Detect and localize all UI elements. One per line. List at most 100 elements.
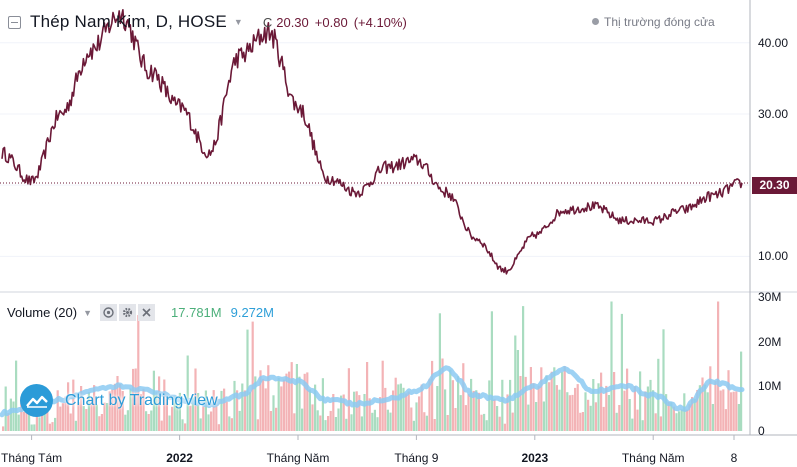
volume-bar (701, 377, 704, 431)
volume-bar (233, 380, 236, 431)
volume-bar (254, 376, 257, 431)
volume-bar (337, 408, 340, 431)
volume-bar (587, 399, 590, 431)
volume-bar (366, 362, 369, 431)
symbol-title[interactable]: Thép Nam Kim, D, HOSE (30, 12, 227, 31)
volume-bar (542, 401, 545, 431)
market-status-text: Thị trường đóng cửa (604, 15, 715, 29)
volume-bar (145, 411, 148, 431)
volume-bar (259, 370, 262, 431)
market-status: Thị trường đóng cửa (592, 15, 715, 29)
chevron-down-icon[interactable]: ▼ (83, 307, 93, 318)
gear-icon[interactable] (119, 304, 137, 321)
volume-bar (576, 384, 579, 431)
volume-title[interactable]: Volume (20) (7, 305, 78, 320)
volume-bar (659, 416, 662, 431)
volume-bar (550, 371, 553, 431)
volume-bar (722, 389, 725, 431)
eye-icon[interactable] (100, 304, 118, 321)
volume-bar (321, 378, 324, 431)
volume-bar (20, 397, 23, 431)
volume-bar (633, 386, 636, 431)
volume-bar (108, 391, 111, 431)
volume-bar (457, 376, 460, 431)
volume-bar (485, 420, 488, 431)
volume-bar (150, 410, 153, 431)
volume-bar (152, 370, 155, 431)
volume-bar (698, 385, 701, 431)
time-tick-label: Tháng Năm (621, 451, 685, 465)
volume-bar (431, 360, 434, 431)
volume-bar (524, 376, 527, 431)
volume-bar (613, 372, 616, 431)
tradingview-branding[interactable]: Chart by TradingView (20, 384, 218, 417)
volume-bar (202, 406, 205, 431)
volume-bar (155, 392, 158, 431)
volume-bar (649, 379, 652, 431)
volume-bar (420, 384, 423, 431)
volume-bar (423, 412, 426, 431)
volume-bar (607, 395, 610, 431)
volume-bar (67, 382, 70, 431)
volume-bar (106, 403, 109, 431)
volume-bar (54, 417, 57, 431)
collapse-legend-button[interactable] (8, 15, 21, 29)
volume-bar (158, 376, 161, 431)
volume-bar (82, 406, 85, 431)
volume-bar (334, 417, 337, 431)
volume-bar (69, 413, 72, 431)
volume-bar (717, 301, 720, 431)
volume-bar (384, 387, 387, 431)
volume-bar (360, 416, 363, 431)
volume-bar (735, 391, 738, 431)
volume-bar (610, 301, 613, 431)
volume-bar (464, 405, 467, 431)
volume-value: 17.781M (171, 305, 222, 320)
volume-bar (246, 329, 249, 431)
volume-bar (160, 420, 163, 431)
volume-bar (285, 373, 288, 431)
volume-bar (93, 385, 96, 431)
volume-bar (548, 382, 551, 431)
volume-bar (615, 412, 618, 431)
volume-bar (230, 418, 233, 431)
volume-bar (662, 329, 665, 431)
volume-bar (220, 390, 223, 431)
volume-bar (111, 389, 114, 431)
volume-bar (121, 391, 124, 431)
volume-bar (563, 366, 566, 431)
volume-bar (670, 402, 673, 431)
volume-bar (350, 414, 353, 431)
volume-bar (654, 413, 657, 431)
volume-bar (9, 398, 12, 431)
volume-bar (228, 416, 231, 431)
volume-bar (724, 409, 727, 431)
close-value: 20.30 (276, 14, 309, 30)
volume-bar (238, 410, 241, 431)
tradingview-logo-icon (20, 384, 53, 417)
volume-bar (48, 423, 51, 431)
volume-bar (295, 364, 298, 431)
volume-bar (43, 404, 46, 431)
chevron-down-icon[interactable]: ▼ (233, 17, 243, 27)
volume-bar (566, 392, 569, 431)
volume-bar (470, 378, 473, 431)
volume-legend: Volume (20) ▼ 17.781M 9.272M (7, 304, 274, 321)
volume-bar (732, 391, 735, 431)
volume-bar (412, 420, 415, 431)
volume-bar (113, 383, 116, 431)
volume-bar (303, 373, 306, 431)
volume-tick-label: 0 (758, 424, 765, 438)
volume-bar (56, 390, 59, 431)
volume-bar (425, 415, 428, 431)
volume-bar (691, 397, 694, 431)
volume-ma-line (0, 365, 745, 418)
volume-bar (636, 409, 639, 431)
volume-bar (454, 408, 457, 431)
volume-bar (314, 384, 317, 431)
volume-bar (329, 410, 332, 431)
volume-bar (210, 411, 213, 431)
volume-bar (319, 415, 322, 431)
volume-bar (501, 379, 504, 431)
close-icon[interactable] (138, 304, 156, 321)
